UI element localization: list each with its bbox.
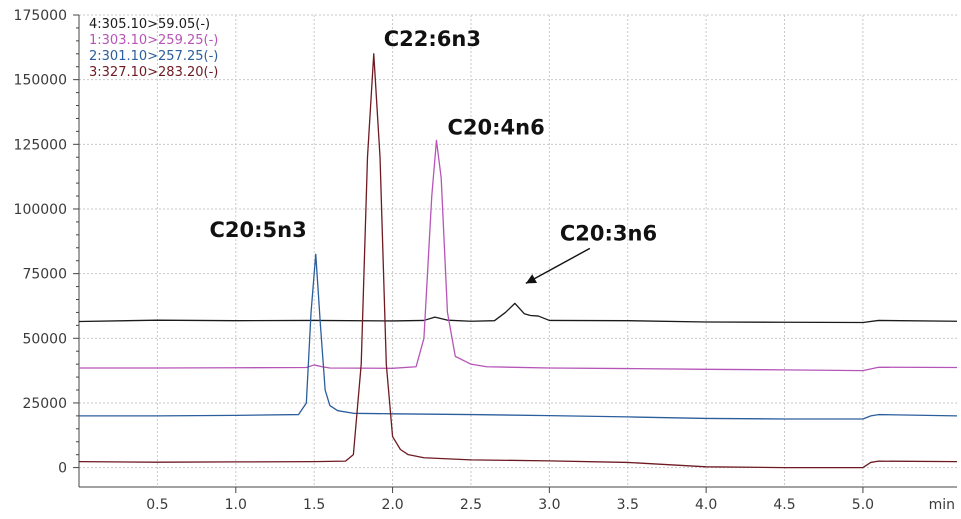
x-tick-label: 1.0 [225,497,247,513]
y-tick-label: 25000 [22,396,67,412]
series-line-4 [78,53,958,469]
series-line-2 [79,139,958,372]
y-tick-label: 50000 [22,331,67,347]
peak-label: C20:5n3 [210,218,307,242]
x-tick-label: 2.5 [460,497,482,513]
annotation-arrow [525,247,591,284]
y-tick-label: 150000 [14,73,67,89]
legend-entry: 2:301.10>257.25(-) [89,49,218,64]
y-tick-label: 0 [58,461,67,477]
y-tick-label: 175000 [14,8,67,24]
series-lines [78,53,958,469]
x-tick-label: 3.5 [617,497,639,513]
x-unit-label: min [929,497,955,513]
series-line-3 [79,253,958,420]
legend-entry: 1:303.10>259.25(-) [89,33,218,48]
x-tick-label: 0.5 [146,497,168,513]
x-tick-label: 5.0 [852,497,874,513]
legend: 4:305.10>59.05(-)1:303.10>259.25(-)2:301… [89,17,218,80]
legend-entry: 3:327.10>283.20(-) [89,65,218,80]
axes: 0.5 1.0 1.5 2.0 2.5 3.0 3.5 4.0 4.5 5.0 min 0 25000 5… [14,8,957,513]
x-tick-label: 4.0 [695,497,717,513]
x-tick-label: 2.0 [381,497,403,513]
legend-entry: 4:305.10>59.05(-) [89,17,210,32]
peak-label: C20:3n6 [560,221,657,245]
y-tick-label: 100000 [14,202,67,218]
x-tick-label: 3.0 [538,497,560,513]
x-tick-label: 4.5 [773,497,795,513]
y-tick-label: 75000 [22,267,67,283]
peak-label: C22:6n3 [384,27,481,51]
series-line-1 [78,302,958,324]
y-tick-label: 125000 [14,137,67,153]
peak-label: C20:4n6 [447,115,544,139]
grid-lines [79,14,957,487]
peak-annotations: C22:6n3 C20:4n6 C20:5n3 C20:3n6 [210,27,657,284]
annotation-arrowhead [525,274,538,284]
x-tick-label: 1.5 [303,497,325,513]
